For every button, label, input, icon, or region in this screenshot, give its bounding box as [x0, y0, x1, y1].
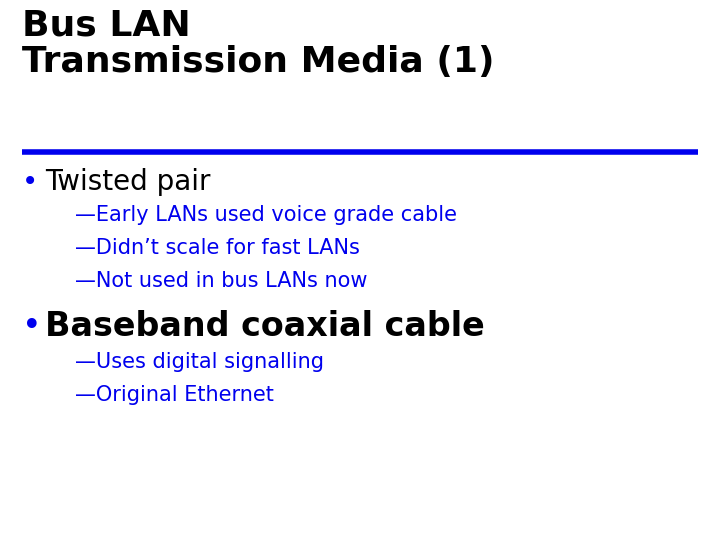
Text: Bus LAN
Transmission Media (1): Bus LAN Transmission Media (1): [22, 8, 495, 79]
Text: —Early LANs used voice grade cable: —Early LANs used voice grade cable: [75, 205, 457, 225]
Text: —Not used in bus LANs now: —Not used in bus LANs now: [75, 271, 367, 291]
Text: •: •: [22, 168, 38, 196]
Text: —Uses digital signalling: —Uses digital signalling: [75, 352, 324, 372]
Text: Baseband coaxial cable: Baseband coaxial cable: [45, 310, 485, 343]
Text: Twisted pair: Twisted pair: [45, 168, 210, 196]
Text: —Original Ethernet: —Original Ethernet: [75, 385, 274, 405]
Text: —Didn’t scale for fast LANs: —Didn’t scale for fast LANs: [75, 238, 360, 258]
Text: •: •: [22, 310, 42, 343]
